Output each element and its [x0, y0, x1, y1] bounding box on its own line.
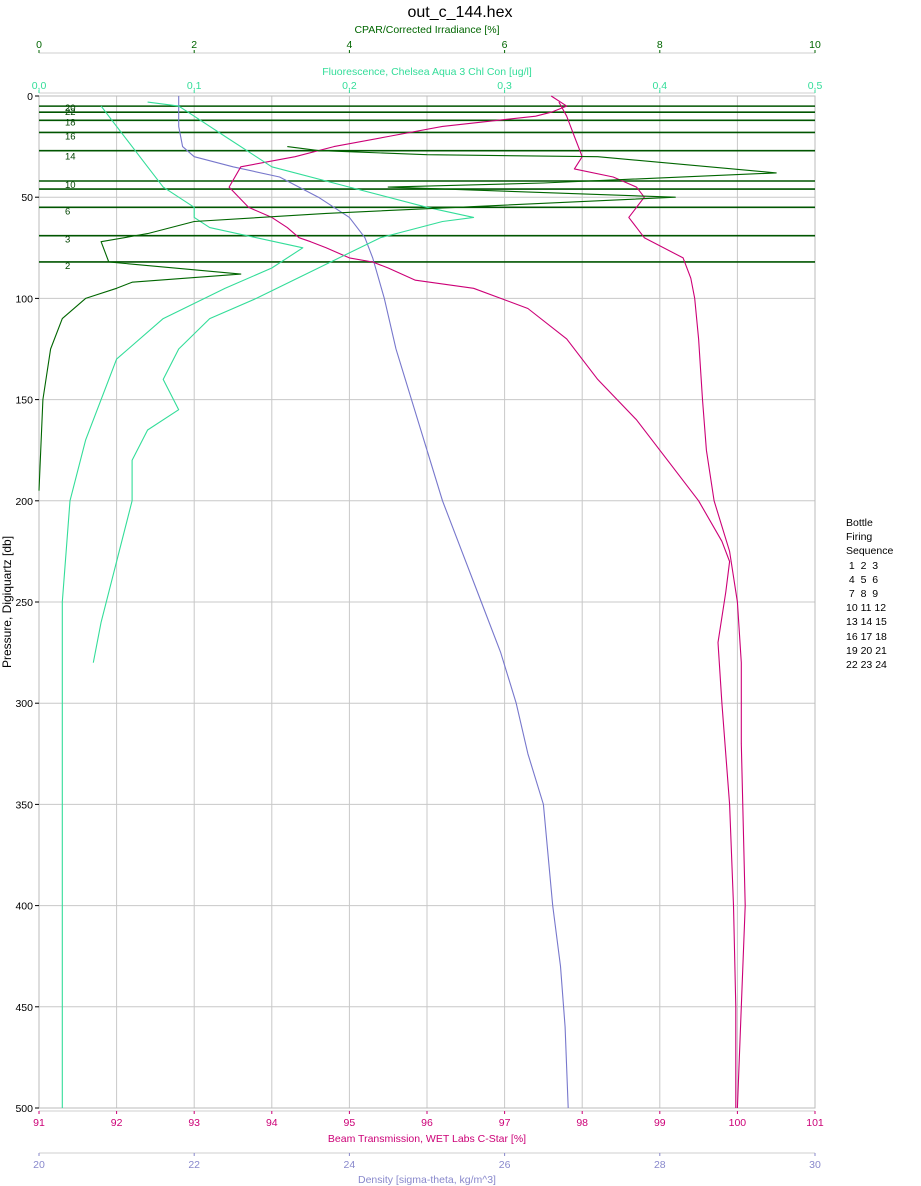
axis-label-den: Density [sigma-theta, kg/m^3] [358, 1174, 496, 1186]
axis-tick-label-bt: 96 [421, 1117, 433, 1129]
y-tick-label: 450 [15, 1002, 33, 1014]
legend-row: 1 2 3 [846, 559, 879, 572]
series-line-fl [61, 105, 304, 1108]
axis-tick-label-bt: 101 [806, 1117, 824, 1129]
axis-tick-label-bt: 99 [654, 1117, 666, 1129]
axis-tick-label-fl: 0,2 [342, 80, 357, 92]
axis-tick-label-cpar: 4 [346, 39, 352, 51]
legend-title-line: Firing [846, 531, 873, 544]
axis-tick-label-bt: 91 [33, 1117, 45, 1129]
y-tick-label: 200 [15, 496, 33, 508]
axis-tick-label-den: 24 [344, 1159, 356, 1171]
axis-tick-label-cpar: 6 [502, 39, 508, 51]
y-tick-label: 500 [15, 1103, 33, 1115]
y-tick-label: 100 [15, 293, 33, 305]
axis-tick-label-bt: 94 [266, 1117, 278, 1129]
y-tick-label: 0 [27, 91, 33, 103]
y-tick-label: 150 [15, 395, 33, 407]
axis-tick-label-fl: 0,1 [187, 80, 202, 92]
bottle-label: 22 [65, 107, 76, 118]
legend-row: 19 20 21 [846, 644, 887, 657]
bottle-label: 10 [65, 180, 76, 191]
legend-row: 13 14 15 [846, 616, 887, 629]
series-line-bt [228, 95, 737, 1108]
axis-tick-label-bt: 95 [344, 1117, 356, 1129]
axis-tick-label-den: 26 [499, 1159, 511, 1171]
bottle-firing-legend: Bottle Firing Sequence 1 2 3 4 5 6 7 8 9 10… [846, 516, 893, 672]
legend-row: 10 11 12 [846, 602, 887, 615]
legend-row: 7 8 9 [846, 588, 879, 601]
bottle-label: 16 [65, 131, 76, 142]
axis-tick-label-fl: 0,5 [808, 80, 823, 92]
axis-tick-label-den: 20 [33, 1159, 45, 1171]
axis-tick-label-cpar: 0 [36, 39, 42, 51]
y-tick-label: 250 [15, 597, 33, 609]
chart-title: out_c_144.hex [408, 4, 513, 21]
axis-tick-label-den: 22 [188, 1159, 200, 1171]
y-tick-label: 400 [15, 901, 33, 913]
axis-tick-label-fl: 0,4 [652, 80, 667, 92]
bottle-label: 2 [65, 261, 70, 272]
y-tick-label: 300 [15, 698, 33, 710]
axis-tick-label-den: 28 [654, 1159, 666, 1171]
axis-label-fl: Fluorescence, Chelsea Aqua 3 Chl Con [ug… [322, 66, 532, 78]
bottle-label: 14 [65, 152, 76, 163]
series-line-fl [92, 101, 475, 663]
legend-row: 22 23 24 [846, 659, 887, 672]
legend-title-line: Bottle [846, 517, 873, 529]
series-line-den [178, 96, 569, 1109]
axis-tick-label-bt: 100 [729, 1117, 747, 1129]
legend-title-line: Sequence [846, 545, 894, 558]
axis-tick-label-fl: 0,3 [497, 80, 512, 92]
series-line-cpar [38, 146, 777, 491]
bottle-label: 18 [65, 117, 76, 128]
axis-label-bt: Beam Transmission, WET Labs C-Star [%] [328, 1133, 526, 1145]
axis-tick-label-bt: 92 [111, 1117, 123, 1129]
axis-label-cpar: CPAR/Corrected Irradiance [%] [354, 24, 499, 36]
axis-tick-label-bt: 97 [499, 1117, 511, 1129]
axis-tick-label-cpar: 8 [657, 39, 663, 51]
y-tick-label: 50 [21, 192, 33, 204]
axis-tick-label-den: 30 [809, 1159, 821, 1171]
legend-row: 16 17 18 [846, 630, 887, 643]
axis-tick-label-bt: 93 [188, 1117, 200, 1129]
bottle-label: 20 [65, 103, 76, 114]
axis-tick-label-cpar: 10 [809, 39, 821, 51]
legend-row: 4 5 6 [846, 573, 879, 586]
axis-tick-label-cpar: 2 [191, 39, 197, 51]
y-tick-label: 350 [15, 799, 33, 811]
axis-tick-label-fl: 0,0 [32, 80, 47, 92]
axis-tick-label-bt: 98 [576, 1117, 588, 1129]
bottle-label: 3 [65, 235, 70, 246]
y-axis-label: Pressure, Digiquartz [db] [0, 536, 14, 668]
bottle-label: 6 [65, 206, 70, 217]
